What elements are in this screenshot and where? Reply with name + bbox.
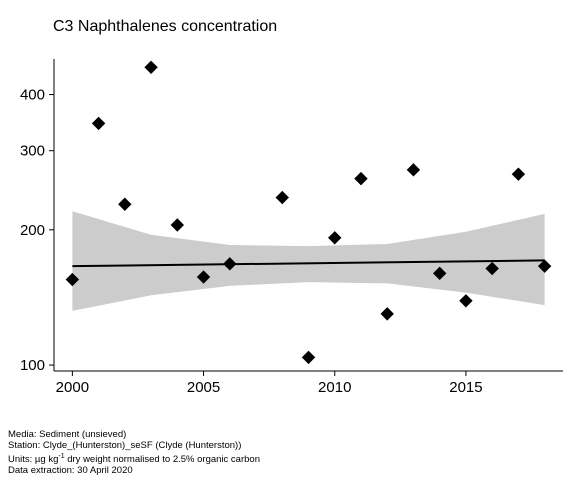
data-point: [301, 350, 316, 365]
data-point: [328, 231, 342, 245]
data-point: [459, 294, 473, 308]
data-point: [144, 60, 158, 75]
footer-extraction: Data extraction: 30 April 2020: [8, 465, 133, 477]
data-point: [223, 257, 237, 271]
footer-units: Units: µg kg-1 dry weight normalised to …: [8, 451, 260, 465]
data-point: [537, 259, 552, 273]
data-point: [118, 197, 132, 211]
data-point: [170, 218, 185, 232]
footer-station: Station: Clyde_(Hunterston)_seSF (Clyde …: [8, 440, 242, 451]
y-tick-label: 300: [20, 143, 45, 160]
data-point: [65, 272, 80, 287]
data-point: [432, 266, 447, 281]
chart-footer: Media: Sediment (unsieved) Station: Clyd…: [8, 429, 260, 476]
trend-line: [72, 259, 545, 268]
data-point: [485, 261, 499, 276]
data-point: [406, 163, 421, 177]
footer-media: Media: Sediment (unsieved): [8, 429, 127, 440]
x-tick-label: 2015: [449, 379, 482, 396]
x-tick-label: 2000: [56, 379, 89, 396]
y-tick-label: 400: [20, 87, 45, 104]
data-point: [91, 116, 106, 131]
data-point: [354, 171, 368, 186]
data-point: [275, 190, 289, 205]
data-point: [380, 307, 394, 321]
x-tick-label: 2005: [187, 379, 220, 396]
data-point: [511, 167, 526, 181]
data-point: [196, 270, 211, 284]
footer-units-sup: -1: [58, 453, 65, 460]
footer-units-suffix: dry weight normalised to 2.5% organic ca…: [64, 454, 260, 466]
footer-units-prefix: Units: µg kg: [8, 454, 59, 466]
x-tick-label: 2010: [318, 379, 351, 396]
y-tick-label: 200: [20, 222, 45, 239]
y-tick-label: 100: [20, 357, 45, 374]
confidence-band: [72, 211, 545, 311]
chart-title: C3 Naphthalenes concentration: [53, 18, 278, 35]
